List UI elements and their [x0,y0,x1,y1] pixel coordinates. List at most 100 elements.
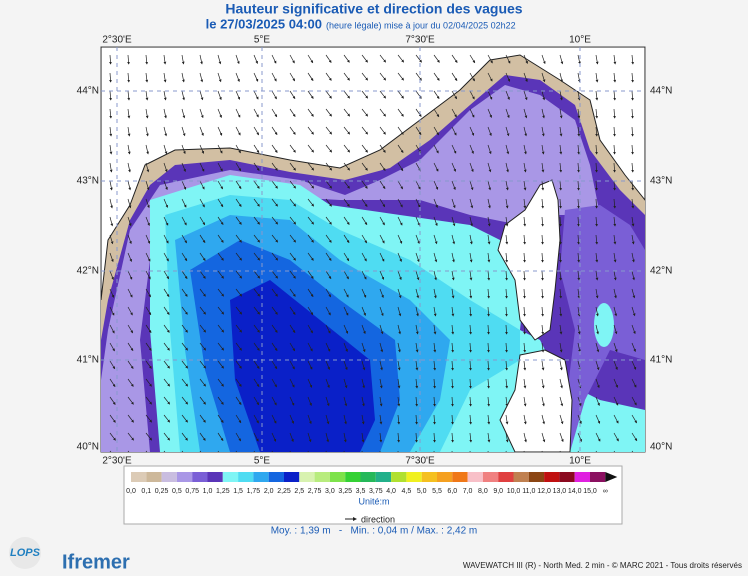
wave-arrow [235,90,241,100]
colorbar-label: 1,0 [203,488,213,495]
wave-arrow [307,252,314,261]
wave-arrow [343,162,350,171]
wave-arrow [307,360,313,370]
wave-arrow [613,432,619,442]
wave-arrow [559,360,563,371]
wave-arrow [127,90,131,101]
wave-arrow [451,162,456,172]
wave-arrow [271,252,279,261]
wave-arrow [289,432,294,443]
wave-arrow [217,216,224,226]
wave-arrow [217,72,222,83]
wave-arrow [109,432,116,441]
wave-arrow [235,72,240,83]
wave-arrow [235,324,242,333]
wave-arrow [217,108,222,118]
wave-arrow [127,342,134,352]
wave-arrow [505,432,509,443]
wave-arrow [613,414,619,424]
wave-arrow [415,216,420,226]
wave-arrow [307,378,313,388]
wave-arrow [631,396,637,406]
wave-arrow [271,342,278,352]
wave-arrow [181,324,188,333]
wave-arrow [469,378,472,389]
update-note: (heure légale) mise à jour du 02/04/2025… [326,20,516,30]
colorbar-label: 14,0 [568,488,582,495]
wave-arrow [109,162,113,173]
wave-arrow [343,378,348,389]
wave-arrow [613,252,617,263]
wave-arrow [127,126,131,137]
wave-arrow [325,252,332,262]
wave-arrow [343,54,350,63]
wave-arrow [397,126,404,135]
wave-arrow [577,108,581,119]
wave-arrow [613,342,618,353]
wave-arrow [235,198,242,207]
wave-arrow [541,288,544,299]
wave-arrow [253,90,259,100]
wave-arrow [217,252,224,261]
wave-arrow [235,252,242,261]
wave-arrow [343,108,351,117]
wave-arrow [109,288,115,298]
wave-arrow [577,54,581,65]
wave-arrow [325,378,330,389]
wave-arrow [361,432,365,443]
wave-arrow [433,324,437,335]
wave-arrow [145,180,150,191]
wave-arrow [271,234,279,243]
wave-arrow [595,342,600,353]
wave-arrow [181,162,186,172]
wave-arrow [523,252,526,263]
wave-arrow [343,90,350,99]
wave-arrow [343,72,350,81]
colorbar-label: 2,25 [277,488,291,495]
wave-arrow [379,342,384,353]
ifremer-text: Ifremer [62,551,130,573]
wave-arrow [181,198,187,208]
wave-arrow [541,324,545,335]
wave-arrow [487,432,491,443]
wave-arrow [253,162,260,172]
wave-arrow [451,108,457,118]
wave-arrow [433,126,439,136]
wave-arrow [361,414,365,425]
wave-arrow [253,108,259,118]
colorbar-swatch [590,472,606,482]
wave-arrow [163,162,168,173]
wave-arrow [487,54,493,64]
wave-arrow [523,306,526,317]
wave-arrow [415,378,419,389]
lon-label-top: 2°30'E [102,35,132,46]
wave-arrow [163,252,169,262]
wave-arrow [163,396,171,405]
wave-arrow [361,54,368,63]
colorbar-swatch [131,472,147,482]
wave-arrow [613,108,616,119]
colorbar-label: 2,0 [264,488,274,495]
wave-arrow [235,126,241,136]
wave-arrow [433,108,440,118]
wave-arrow [235,288,243,297]
wave-arrow [487,324,490,335]
wave-arrow [523,198,527,209]
wave-arrow [613,396,619,406]
wave-arrow [559,54,564,65]
wave-arrow [199,126,204,137]
wave-arrow [127,270,133,280]
wave-arrow [379,432,383,443]
wave-arrow [433,288,437,299]
wave-arrow [271,396,277,406]
wave-arrow [307,414,312,425]
wave-arrow [181,270,188,280]
wave-arrow [451,180,456,191]
wave-arrow [109,342,115,352]
colorbar-arrow [605,472,618,482]
wave-arrow [577,180,580,191]
colorbar-swatch [192,472,208,482]
colorbar-swatch [467,472,483,482]
wave-arrow [541,180,545,191]
colorbar-swatch [161,472,177,482]
